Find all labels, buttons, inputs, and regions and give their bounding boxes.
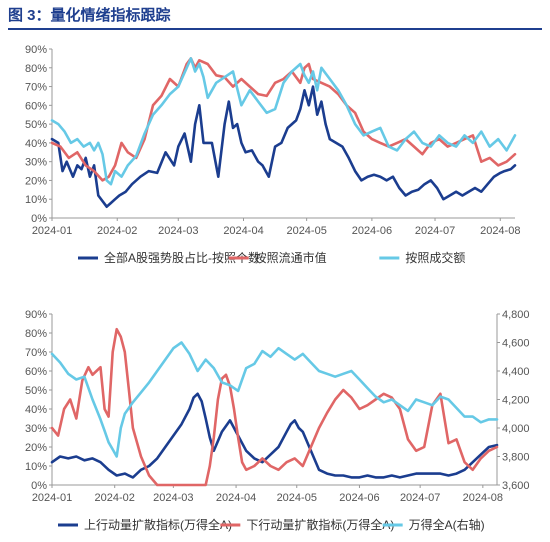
y-tick-label: 30% [25,423,47,435]
x-tick-label: 2024-07 [400,492,440,504]
x-tick-label: 2024-01 [32,492,72,504]
series-line-1 [50,327,499,487]
legend-label-1: 下行动量扩散指标(万得全A) [246,517,394,532]
y-tick-label: 70% [25,347,47,359]
series-line-0 [50,85,517,208]
legend-label-1: 按照流通市值 [255,250,327,265]
y-tick-label: 50% [25,119,47,131]
y-tick-label: 70% [25,82,47,94]
series-line-2 [50,341,499,458]
y-tick-label: 80% [25,63,47,75]
legend-label-0: 上行动量扩散指标(万得全A) [84,517,232,532]
y-tick-label: 0% [31,213,47,225]
x-tick-label: 2024-04 [223,225,263,237]
y2-tick-label: 4,200 [502,395,530,407]
series-line-0 [50,392,499,479]
series-line-1 [50,57,517,182]
x-tick-label: 2024-02 [95,492,135,504]
y2-tick-label: 4,800 [502,309,530,321]
legend-label-2: 万得全A(右轴) [409,517,485,532]
x-tick-label: 2024-03 [153,492,193,504]
y-tick-label: 40% [25,404,47,416]
legend-label-0: 全部A股强势股占比-按照个数 [104,250,260,265]
x-tick-label: 2024-08 [463,492,503,504]
y-tick-label: 30% [25,157,47,169]
y-tick-label: 90% [25,309,47,321]
legend-label-2: 按照成交额 [405,250,465,265]
y-tick-label: 50% [25,385,47,397]
x-tick-label: 2024-02 [97,225,137,237]
y-tick-label: 20% [25,175,47,187]
y-tick-label: 20% [25,442,47,454]
y-tick-label: 90% [25,44,47,56]
x-tick-label: 2024-06 [352,225,392,237]
y-tick-label: 10% [25,461,47,473]
x-tick-label: 2024-06 [339,492,379,504]
y-tick-label: 0% [31,480,47,492]
y-tick-label: 60% [25,100,47,112]
y2-tick-label: 3,600 [502,480,530,492]
series-line-2 [50,57,517,186]
y-tick-label: 40% [25,138,47,150]
momentum-diffusion-chart: 0% 10% 20% 30% 40% 50% 60% 70% 80% 90% 3,600 3,800 4… [25,309,530,532]
y-tick-label: 10% [25,194,47,206]
y2-tick-label: 4,000 [502,423,530,435]
x-tick-label: 2024-07 [415,225,455,237]
x-tick-label: 2024-04 [216,492,256,504]
x-tick-label: 2024-03 [158,225,198,237]
y2-tick-label: 4,600 [502,338,530,350]
sentiment-strong-stock-chart: 0% 10% 20% 30% 40% 50% 60% 70% 80% 90% 2024-01 2024… [25,44,520,265]
y2-tick-label: 4,400 [502,366,530,378]
y-tick-label: 60% [25,366,47,378]
x-tick-label: 2024-01 [32,225,72,237]
y-tick-label: 80% [25,328,47,340]
x-tick-label: 2024-05 [286,225,326,237]
x-tick-label: 2024-05 [277,492,317,504]
figure-title: 图 3：量化情绪指标跟踪 [8,6,542,30]
y2-tick-label: 3,800 [502,452,530,464]
x-tick-label: 2024-08 [480,225,520,237]
